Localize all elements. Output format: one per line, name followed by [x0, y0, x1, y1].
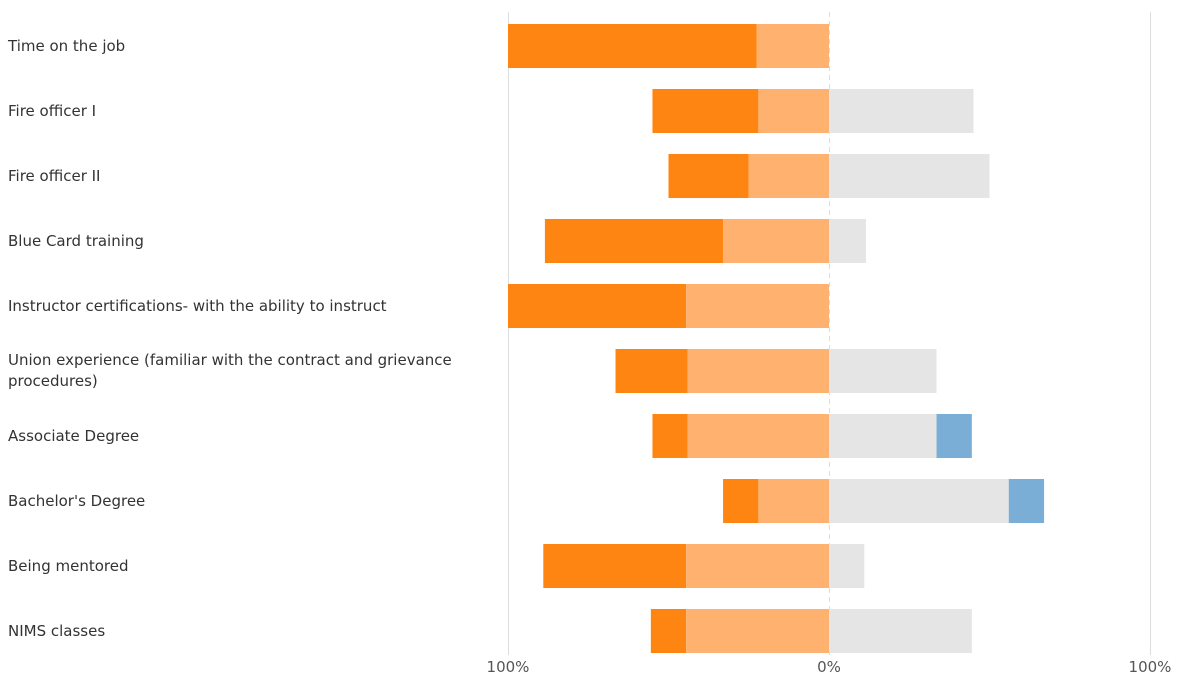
category-label: Fire officer II — [8, 166, 101, 185]
bar-segment-7-1 — [758, 479, 829, 523]
bar-segment-4-0 — [508, 284, 687, 328]
bar-segment-5-1 — [687, 349, 829, 393]
bar-segment-9-2 — [829, 609, 972, 653]
bar-segment-0-0 — [508, 24, 757, 68]
bar-segment-1-0 — [652, 89, 759, 133]
bar-segment-7-0 — [723, 479, 759, 523]
bar-segment-3-0 — [544, 219, 724, 263]
bar-segment-2-2 — [829, 154, 990, 198]
category-label: Bachelor's Degree — [8, 491, 146, 510]
category-label: Blue Card training — [8, 231, 144, 250]
bar-segment-8-2 — [829, 544, 865, 588]
bar-segment-2-1 — [748, 154, 829, 198]
bar-segment-9-1 — [686, 609, 829, 653]
x-tick-label: 100% — [1128, 658, 1172, 676]
category-label: Being mentored — [8, 556, 129, 575]
bar-segment-2-0 — [668, 154, 749, 198]
bar-segment-1-1 — [758, 89, 829, 133]
category-label: Instructor certifications- with the abil… — [8, 296, 387, 315]
bar-segment-6-0 — [652, 414, 688, 458]
bar-segment-7-2 — [829, 479, 1009, 523]
bar-segment-6-1 — [687, 414, 829, 458]
bar-segment-6-2 — [829, 414, 937, 458]
category-label: NIMS classes — [8, 621, 106, 640]
category-label: Fire officer I — [8, 101, 97, 120]
bar-segment-8-0 — [543, 544, 687, 588]
bar-segment-4-1 — [686, 284, 829, 328]
category-label: Time on the job — [8, 36, 126, 55]
category-label: Associate Degree — [8, 426, 140, 445]
bar-segment-6-3 — [936, 414, 972, 458]
bar-segment-5-0 — [615, 349, 688, 393]
bar-segment-8-1 — [686, 544, 829, 588]
bar-segment-0-1 — [756, 24, 829, 68]
category-label: Union experience (familiar with the cont… — [8, 351, 452, 390]
bar-segment-3-1 — [723, 219, 829, 263]
bar-segment-3-2 — [829, 219, 866, 263]
x-tick-label: 100% — [486, 658, 530, 676]
bar-segment-7-3 — [1008, 479, 1045, 523]
bar-segment-5-2 — [829, 349, 937, 393]
bar-segment-9-0 — [650, 609, 687, 653]
x-tick-label: 0% — [817, 658, 841, 676]
bar-segment-1-2 — [829, 89, 974, 133]
